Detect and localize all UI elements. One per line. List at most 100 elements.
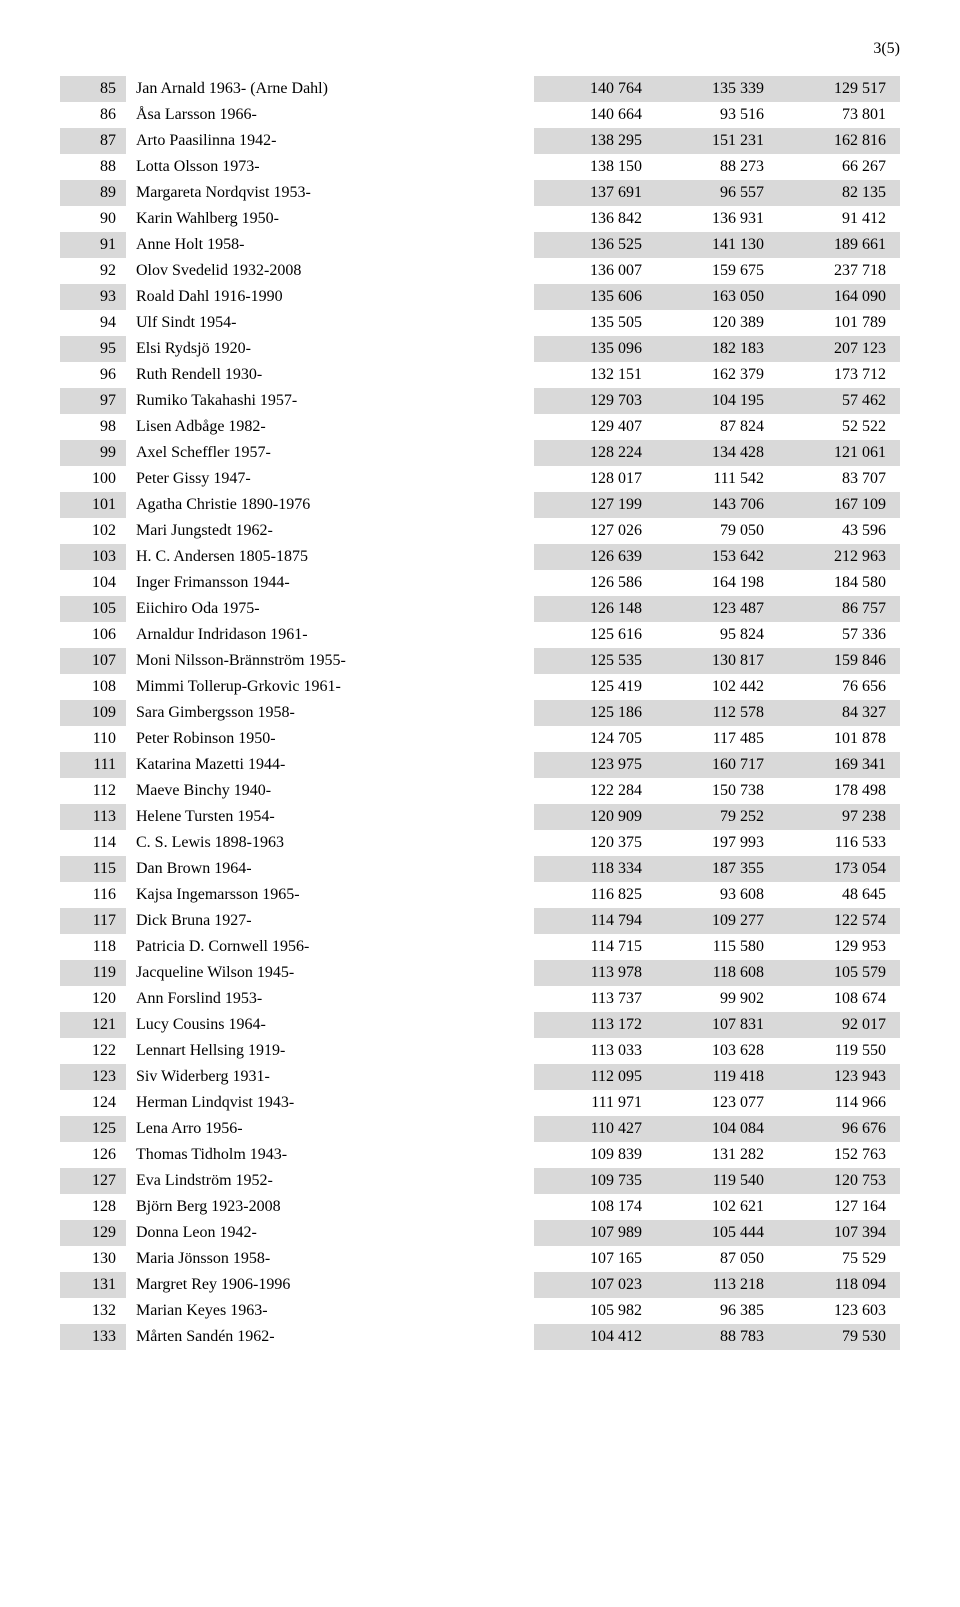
- value-cell: 107 989: [534, 1220, 656, 1246]
- value-cell: 164 090: [778, 284, 900, 310]
- rank-cell: 125: [60, 1116, 126, 1142]
- rank-cell: 128: [60, 1194, 126, 1220]
- rank-cell: 95: [60, 336, 126, 362]
- name-cell: Elsi Rydsjö 1920-: [126, 336, 534, 362]
- rank-cell: 129: [60, 1220, 126, 1246]
- value-cell: 127 199: [534, 492, 656, 518]
- value-cell: 107 165: [534, 1246, 656, 1272]
- name-cell: Sara Gimbergsson 1958-: [126, 700, 534, 726]
- value-cell: 184 580: [778, 570, 900, 596]
- name-cell: Ruth Rendell 1930-: [126, 362, 534, 388]
- table-row: 85Jan Arnald 1963- (Arne Dahl)140 764135…: [60, 76, 900, 102]
- rank-cell: 96: [60, 362, 126, 388]
- page-number: 3(5): [60, 40, 900, 58]
- value-cell: 108 674: [778, 986, 900, 1012]
- table-row: 94Ulf Sindt 1954-135 505120 389101 789: [60, 310, 900, 336]
- value-cell: 114 715: [534, 934, 656, 960]
- rank-cell: 118: [60, 934, 126, 960]
- authors-table: 85Jan Arnald 1963- (Arne Dahl)140 764135…: [60, 76, 900, 1350]
- value-cell: 115 580: [656, 934, 778, 960]
- value-cell: 173 054: [778, 856, 900, 882]
- value-cell: 79 530: [778, 1324, 900, 1350]
- rank-cell: 126: [60, 1142, 126, 1168]
- rank-cell: 106: [60, 622, 126, 648]
- value-cell: 126 148: [534, 596, 656, 622]
- value-cell: 120 909: [534, 804, 656, 830]
- table-row: 110Peter Robinson 1950-124 705117 485101…: [60, 726, 900, 752]
- rank-cell: 120: [60, 986, 126, 1012]
- value-cell: 128 017: [534, 466, 656, 492]
- value-cell: 93 516: [656, 102, 778, 128]
- rank-cell: 108: [60, 674, 126, 700]
- value-cell: 150 738: [656, 778, 778, 804]
- value-cell: 152 763: [778, 1142, 900, 1168]
- value-cell: 124 705: [534, 726, 656, 752]
- name-cell: H. C. Andersen 1805-1875: [126, 544, 534, 570]
- name-cell: Lisen Adbåge 1982-: [126, 414, 534, 440]
- value-cell: 113 172: [534, 1012, 656, 1038]
- rank-cell: 89: [60, 180, 126, 206]
- table-row: 109Sara Gimbergsson 1958-125 186112 5788…: [60, 700, 900, 726]
- table-row: 116Kajsa Ingemarsson 1965-116 82593 6084…: [60, 882, 900, 908]
- value-cell: 102 621: [656, 1194, 778, 1220]
- value-cell: 182 183: [656, 336, 778, 362]
- table-row: 130Maria Jönsson 1958-107 16587 05075 52…: [60, 1246, 900, 1272]
- value-cell: 104 412: [534, 1324, 656, 1350]
- name-cell: Lena Arro 1956-: [126, 1116, 534, 1142]
- name-cell: Margareta Nordqvist 1953-: [126, 180, 534, 206]
- value-cell: 110 427: [534, 1116, 656, 1142]
- value-cell: 129 407: [534, 414, 656, 440]
- rank-cell: 87: [60, 128, 126, 154]
- value-cell: 137 691: [534, 180, 656, 206]
- value-cell: 113 737: [534, 986, 656, 1012]
- value-cell: 125 616: [534, 622, 656, 648]
- table-row: 127Eva Lindström 1952-109 735119 540120 …: [60, 1168, 900, 1194]
- name-cell: Peter Gissy 1947-: [126, 466, 534, 492]
- value-cell: 141 130: [656, 232, 778, 258]
- name-cell: Maeve Binchy 1940-: [126, 778, 534, 804]
- name-cell: Marian Keyes 1963-: [126, 1298, 534, 1324]
- name-cell: Agatha Christie 1890-1976: [126, 492, 534, 518]
- name-cell: Lucy Cousins 1964-: [126, 1012, 534, 1038]
- value-cell: 126 586: [534, 570, 656, 596]
- rank-cell: 119: [60, 960, 126, 986]
- value-cell: 128 224: [534, 440, 656, 466]
- rank-cell: 133: [60, 1324, 126, 1350]
- value-cell: 104 084: [656, 1116, 778, 1142]
- name-cell: Siv Widerberg 1931-: [126, 1064, 534, 1090]
- value-cell: 104 195: [656, 388, 778, 414]
- name-cell: Åsa Larsson 1966-: [126, 102, 534, 128]
- table-row: 131Margret Rey 1906-1996107 023113 21811…: [60, 1272, 900, 1298]
- name-cell: Karin Wahlberg 1950-: [126, 206, 534, 232]
- value-cell: 129 703: [534, 388, 656, 414]
- value-cell: 132 151: [534, 362, 656, 388]
- table-row: 121Lucy Cousins 1964-113 172107 83192 01…: [60, 1012, 900, 1038]
- rank-cell: 90: [60, 206, 126, 232]
- value-cell: 93 608: [656, 882, 778, 908]
- name-cell: Maria Jönsson 1958-: [126, 1246, 534, 1272]
- table-row: 113Helene Tursten 1954-120 90979 25297 2…: [60, 804, 900, 830]
- rank-cell: 111: [60, 752, 126, 778]
- value-cell: 127 164: [778, 1194, 900, 1220]
- table-row: 117Dick Bruna 1927-114 794109 277122 574: [60, 908, 900, 934]
- value-cell: 123 943: [778, 1064, 900, 1090]
- name-cell: Axel Scheffler 1957-: [126, 440, 534, 466]
- rank-cell: 103: [60, 544, 126, 570]
- value-cell: 48 645: [778, 882, 900, 908]
- value-cell: 105 579: [778, 960, 900, 986]
- value-cell: 111 971: [534, 1090, 656, 1116]
- value-cell: 82 135: [778, 180, 900, 206]
- rank-cell: 99: [60, 440, 126, 466]
- name-cell: Patricia D. Cornwell 1956-: [126, 934, 534, 960]
- table-row: 87Arto Paasilinna 1942-138 295151 231162…: [60, 128, 900, 154]
- value-cell: 114 794: [534, 908, 656, 934]
- rank-cell: 98: [60, 414, 126, 440]
- name-cell: Helene Tursten 1954-: [126, 804, 534, 830]
- rank-cell: 109: [60, 700, 126, 726]
- table-row: 104Inger Frimansson 1944-126 586164 1981…: [60, 570, 900, 596]
- table-row: 92Olov Svedelid 1932-2008136 007159 6752…: [60, 258, 900, 284]
- name-cell: Ulf Sindt 1954-: [126, 310, 534, 336]
- name-cell: C. S. Lewis 1898-1963: [126, 830, 534, 856]
- rank-cell: 85: [60, 76, 126, 102]
- table-row: 132Marian Keyes 1963-105 98296 385123 60…: [60, 1298, 900, 1324]
